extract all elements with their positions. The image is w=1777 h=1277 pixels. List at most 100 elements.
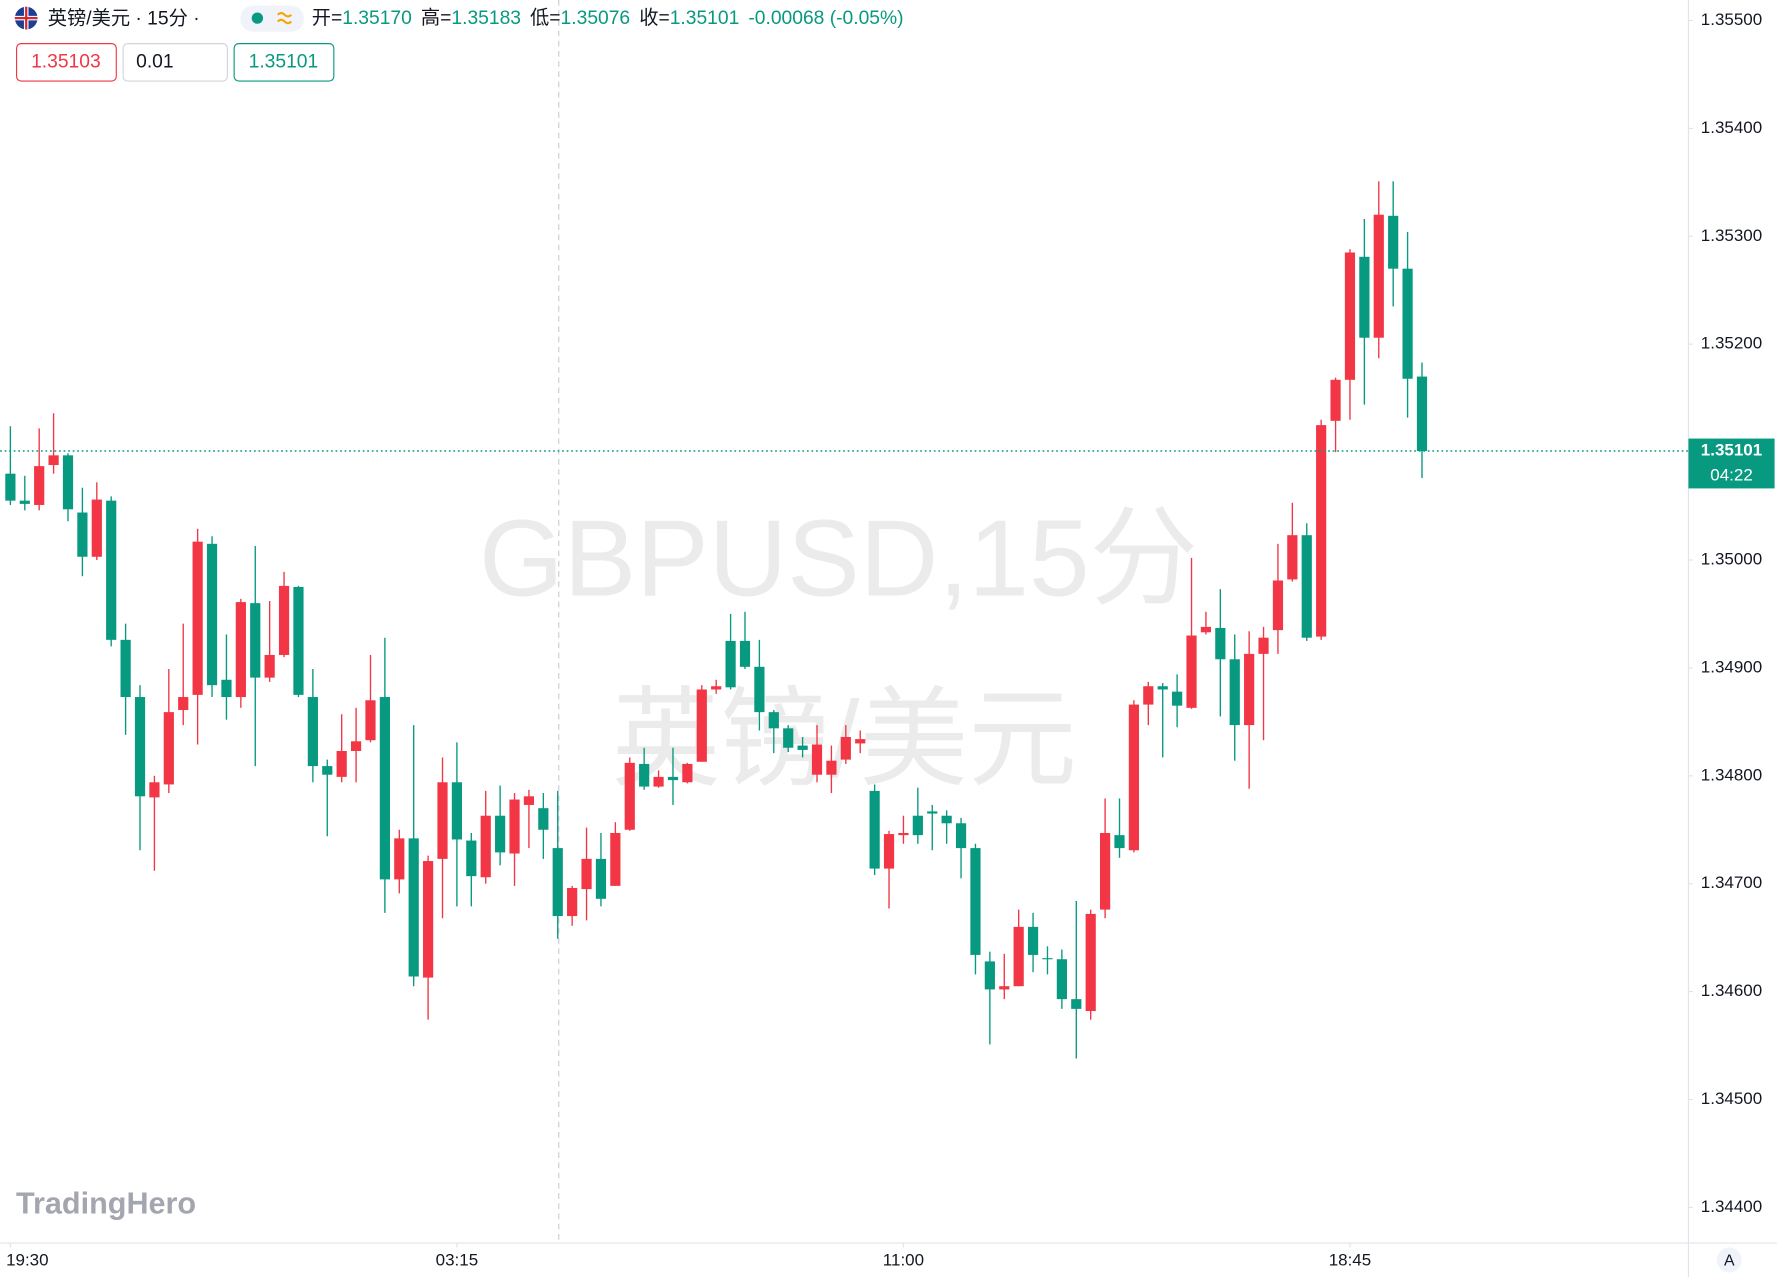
plot (0, 181, 1689, 1059)
x-tick-label: 11:00 (883, 1251, 924, 1270)
y-tick-label: 1.34600 (1701, 981, 1762, 1000)
candle-body (509, 799, 520, 854)
candle-body (1272, 580, 1284, 631)
candle-body (1344, 252, 1356, 380)
candle-body (624, 762, 635, 830)
candle-body (1085, 913, 1096, 1012)
candle-body (278, 585, 290, 655)
candle-body (1301, 535, 1312, 638)
countdown: 04:22 (1710, 465, 1753, 484)
candle-body (1215, 627, 1226, 660)
ohlc-value: 1.35101 (670, 8, 740, 29)
candle-body (523, 796, 535, 805)
candle-body (567, 888, 578, 917)
ohlc-label: 收= (639, 7, 669, 29)
candle-body (437, 782, 448, 859)
price-tag (1688, 438, 1775, 489)
candle-body (1013, 926, 1024, 987)
ohlc-legend: 开=1.35170 高=1.35183 低=1.35076 收=1.35101 -0.0… (312, 7, 904, 29)
candle-body (883, 834, 895, 869)
ohlc-value: 1.35170 (342, 8, 412, 29)
y-tick-label: 1.35500 (1701, 10, 1762, 29)
candle-body (826, 760, 837, 775)
candle-body (1128, 704, 1140, 851)
y-tick-label: 1.35000 (1701, 549, 1762, 568)
candle-body (394, 838, 405, 880)
auto-scale-label: A (1724, 1252, 1735, 1269)
candle-body (1416, 376, 1428, 452)
candle-body (250, 603, 261, 678)
candle-body (77, 512, 88, 557)
buy-button[interactable] (233, 43, 335, 82)
candle-body (120, 639, 131, 698)
candle-body (495, 815, 506, 853)
quantity: 0.01 (136, 51, 173, 72)
candle-body (999, 986, 1010, 990)
watermark-symbol: GBPUSD,15分 (479, 498, 1198, 619)
candle-body (696, 689, 707, 762)
ohlc-value: 1.35183 (451, 8, 521, 29)
candle-body (322, 766, 333, 775)
candle-body (365, 700, 376, 741)
candle-body (1027, 926, 1039, 955)
candle-body (34, 466, 45, 505)
candle-body (350, 741, 362, 751)
candle-body (970, 848, 981, 955)
candle-body (783, 728, 794, 748)
candle-body (1143, 686, 1154, 705)
ohlc-value: 1.35076 (561, 8, 631, 29)
ohlc-label: 开= (312, 8, 343, 29)
ohlc-label: 低= (530, 7, 561, 29)
candle-body (869, 790, 880, 869)
auto-scale-button[interactable] (1716, 1247, 1742, 1273)
candle-body (1359, 256, 1370, 338)
candle-body (984, 961, 995, 990)
candle-body (581, 858, 592, 890)
flag-cross-red (14, 6, 38, 30)
candle-body (667, 776, 679, 781)
candle-body (336, 750, 347, 777)
candle-body (264, 654, 275, 678)
symbol-title: 英镑/美元 · 15分 · (48, 7, 200, 29)
candle-body (379, 697, 390, 880)
sell-price: 1.35103 (31, 51, 101, 72)
price-tag-label: 1.35101 (1701, 441, 1762, 460)
candle-body (1229, 659, 1240, 726)
x-tick-label: 03:15 (436, 1251, 479, 1270)
candle-body (927, 811, 938, 814)
candle-body (639, 763, 650, 787)
candle-body (48, 455, 59, 466)
candle-body (423, 861, 434, 978)
candle-body (206, 543, 218, 686)
y-tick-label: 1.34500 (1701, 1089, 1762, 1108)
y-tick-label: 1.35200 (1701, 334, 1762, 353)
x-tick-label: 18:45 (1329, 1251, 1372, 1270)
candle-body (1388, 215, 1399, 269)
candle-body (754, 666, 765, 713)
candle-body (941, 815, 952, 824)
candle-body (91, 499, 102, 557)
candle-body (955, 823, 967, 849)
sell-button[interactable] (16, 43, 117, 82)
candle-body (538, 808, 549, 830)
candle-body (62, 455, 74, 510)
candle-body (408, 838, 419, 977)
candle-body (1258, 637, 1269, 654)
y-tick-label: 1.34700 (1701, 873, 1762, 892)
delay-icon (277, 12, 293, 25)
candle-body (192, 541, 203, 695)
candle-body (725, 640, 736, 688)
candle-body (811, 744, 823, 775)
candle-body (149, 782, 160, 798)
candle-body (595, 858, 607, 899)
candle-body (235, 602, 246, 698)
candle-body (466, 840, 477, 877)
quantity-input[interactable] (122, 43, 228, 82)
status-pill[interactable] (240, 5, 304, 32)
candle-body (451, 782, 463, 840)
candle-body (768, 712, 779, 729)
candle-body (912, 815, 923, 836)
candle-body (1056, 959, 1067, 1000)
